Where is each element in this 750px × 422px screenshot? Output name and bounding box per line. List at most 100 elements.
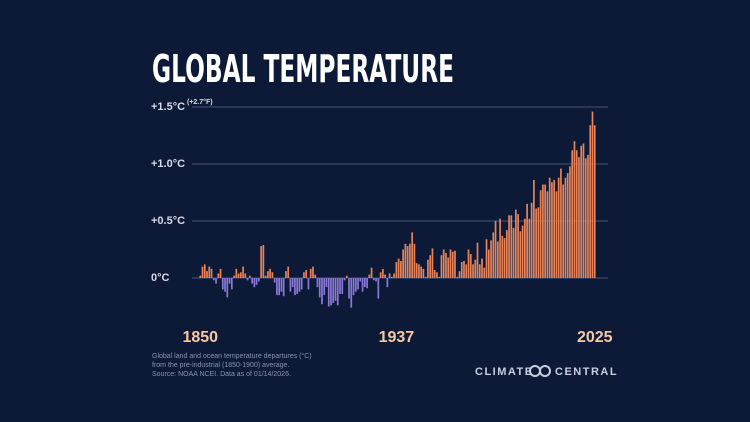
bar [584,158,587,278]
bar [400,260,402,278]
note: Source: NOAA NCEI. Data as of 01/14/2026… [152,371,291,378]
y-tick-label: 0°C [151,272,170,284]
bar [562,184,565,278]
bar [386,278,389,288]
bar [276,278,278,296]
bar [431,248,434,278]
bar [203,264,206,278]
bar [573,141,576,278]
bar [287,266,290,278]
bar [323,278,326,296]
bar [402,249,404,278]
bar [352,278,355,296]
bar [345,275,348,278]
bar [199,275,202,278]
bar [363,278,366,288]
bar [492,232,495,278]
bar [330,278,332,306]
bar [237,273,240,278]
bar [309,268,312,278]
bar [221,278,224,290]
bar [427,259,429,278]
bar [539,190,542,278]
bar [325,278,328,288]
bar [343,278,346,281]
note: from the pre-industrial (1850-1900) aver… [152,362,289,369]
bar [255,278,258,285]
bar [289,278,292,292]
bar [476,242,479,278]
bar [395,262,398,278]
bar [442,249,445,278]
y-tick-label: +0.5°C [151,215,185,227]
bar [285,271,287,278]
bar [230,278,233,290]
bar [368,274,371,278]
bar [494,221,497,278]
bar [316,278,319,288]
bar [357,278,359,290]
bar [303,272,305,278]
brand-text: CENTRAL [555,366,618,378]
bar [542,184,544,278]
bar [239,272,242,278]
bar [253,278,256,288]
bar [555,191,558,278]
bar [528,218,531,278]
bar [465,264,468,278]
bar [377,278,380,299]
bar [228,278,231,284]
bar [271,272,274,278]
bar [406,246,409,278]
bar [420,266,423,278]
bar [560,168,562,278]
bar [321,278,323,305]
bar [307,278,310,290]
brand-text: CLIMATE [475,366,534,378]
bar [472,264,474,278]
bar [503,238,506,278]
bar [569,166,571,278]
bar [483,267,486,278]
bar [519,231,522,278]
bar [262,244,265,278]
bar [361,278,364,292]
bar [508,215,510,278]
x-tick-label: 2025 [577,329,613,346]
bar [548,177,551,278]
bar [379,272,382,278]
bar [251,278,253,284]
bar [219,268,222,278]
bar [294,278,296,296]
bar [282,278,285,297]
bar [505,230,508,278]
bar [456,276,459,278]
bar [210,268,213,278]
bar [524,218,526,278]
bar [217,273,220,278]
bar [429,255,432,278]
bar [445,252,447,278]
bar [249,275,251,278]
bar [478,264,481,278]
brand-logo [529,365,551,377]
y-tick-label: +1.5°C [151,101,185,113]
bar [460,262,463,278]
bar [393,273,395,278]
bar [553,179,556,278]
bar [409,243,411,278]
bar [469,254,472,278]
bar [467,249,470,278]
bar [372,278,375,281]
bar [267,271,269,278]
bar [517,214,519,278]
bar [418,264,420,278]
bar [384,274,386,278]
bar [388,273,391,278]
bar [411,232,413,278]
bar [433,270,436,278]
bar [438,276,441,278]
bar [458,271,461,278]
